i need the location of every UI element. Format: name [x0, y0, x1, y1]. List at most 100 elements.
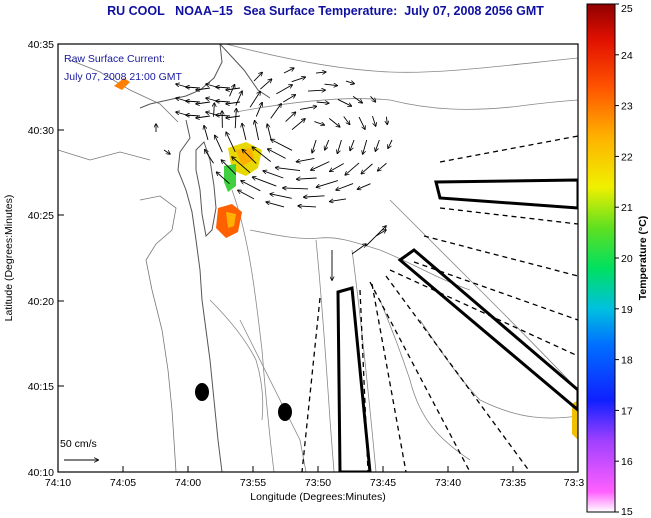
current-vector [283, 68, 294, 74]
site-marker [195, 383, 209, 401]
title-datetime: July 07, 2008 2056 GMT [404, 4, 544, 18]
x-tick-label: 73:45 [370, 477, 396, 489]
current-vector [242, 150, 257, 164]
x-tick-label: 73:55 [240, 477, 266, 489]
current-vector [298, 206, 317, 207]
current-vector [204, 126, 209, 141]
current-vector [337, 139, 342, 153]
inner-coast [139, 195, 177, 472]
y-tick-label: 40:30 [28, 125, 54, 137]
radar-beams [336, 178, 578, 472]
colorbar-tick-label: 24 [621, 50, 633, 62]
current-vector [263, 171, 284, 179]
x-axis-label: Longitude (Degrees:Minutes) [250, 491, 385, 503]
current-vector [325, 139, 330, 150]
current-vector [378, 162, 387, 171]
x-tick-label: 73:35 [500, 477, 526, 489]
current-vector [285, 112, 296, 122]
colorbar-tick-label: 15 [621, 506, 633, 518]
current-vector [241, 181, 261, 192]
current-vector [330, 163, 344, 171]
bathymetry-contours [209, 44, 578, 472]
colorbar-tick-label: 19 [621, 304, 633, 316]
current-vector [255, 103, 262, 117]
current-vector [266, 202, 285, 208]
colorbar-label: Temperature (°C) [637, 216, 649, 301]
current-vector [226, 132, 236, 152]
y-axis-label: Latitude (Degrees:Minutes) [3, 195, 15, 322]
title-product: Sea Surface Temperature: [243, 4, 398, 18]
title-source: RU COOL [107, 4, 165, 18]
current-vector [304, 196, 325, 197]
current-vector [316, 180, 339, 188]
current-vector [235, 109, 236, 129]
current-vector [283, 95, 295, 103]
current-vector [232, 157, 251, 174]
x-tick-label: 74:00 [175, 477, 201, 489]
current-vector [361, 163, 373, 174]
current-vector [268, 149, 286, 159]
x-tick-label: 74:05 [110, 477, 136, 489]
current-vector [388, 139, 393, 148]
current-vector [238, 190, 255, 200]
colorbar-tick-label: 25 [621, 3, 633, 15]
site-marker [278, 403, 292, 421]
current-vector [260, 79, 271, 90]
colorbar-tick-label: 16 [621, 456, 633, 468]
current-vector [375, 230, 386, 237]
current-vector [308, 90, 325, 91]
y-tick-label: 40:35 [28, 39, 54, 51]
colorbar-tick-label: 17 [621, 405, 633, 417]
colorbar-tick-label: 20 [621, 253, 633, 265]
overlay-line2: July 07, 2008 21:00 GMT [64, 71, 182, 83]
x-tick-label: 74:10 [45, 477, 71, 489]
current-vector [315, 72, 326, 73]
current-vector [291, 119, 305, 131]
current-vector [252, 147, 272, 162]
current-vector [312, 139, 317, 153]
current-vector [314, 121, 324, 125]
colorbar-tick-label: 22 [621, 151, 633, 163]
current-vector [253, 177, 277, 187]
current-vector [215, 135, 223, 153]
colorbar-ticks: 25 24 23 22 21 20 19 18 17 16 15 [615, 3, 633, 518]
y-tick-label: 40:25 [28, 210, 54, 222]
current-vector [330, 198, 347, 202]
current-vector [270, 104, 281, 119]
current-vector [226, 102, 241, 104]
current-vector [196, 102, 211, 104]
current-vector [196, 116, 211, 118]
current-vector [345, 162, 360, 175]
current-vector [276, 168, 301, 172]
current-vector [235, 91, 242, 106]
current-vector [316, 102, 329, 103]
current-vector [299, 106, 316, 110]
current-vector [291, 77, 306, 83]
y-tick-label: 40:10 [28, 467, 54, 479]
current-vectors [156, 68, 393, 280]
x-ticks [57, 466, 579, 472]
current-vector [270, 194, 292, 199]
y-ticks [58, 43, 64, 473]
current-vector [196, 88, 211, 90]
colorbar-tick-label: 21 [621, 202, 633, 214]
map-title: RU COOL NOAA–15 Sea Surface Temperature:… [0, 4, 651, 18]
current-vector [217, 172, 230, 185]
current-vector [345, 81, 354, 84]
current-vector [255, 121, 260, 141]
current-vector [337, 99, 351, 106]
current-vector [249, 92, 260, 108]
current-vector [267, 124, 272, 141]
current-vector [351, 244, 366, 255]
current-vector [370, 95, 375, 102]
current-vector [297, 157, 315, 161]
current-vector [372, 116, 375, 126]
current-vector [221, 160, 237, 175]
scale-label: 50 cm/s [60, 438, 97, 450]
x-tick-label: 73:3 [564, 477, 585, 489]
current-vector [205, 150, 214, 164]
colorbar [586, 3, 616, 513]
coastline [139, 44, 271, 472]
current-vector [386, 116, 387, 125]
